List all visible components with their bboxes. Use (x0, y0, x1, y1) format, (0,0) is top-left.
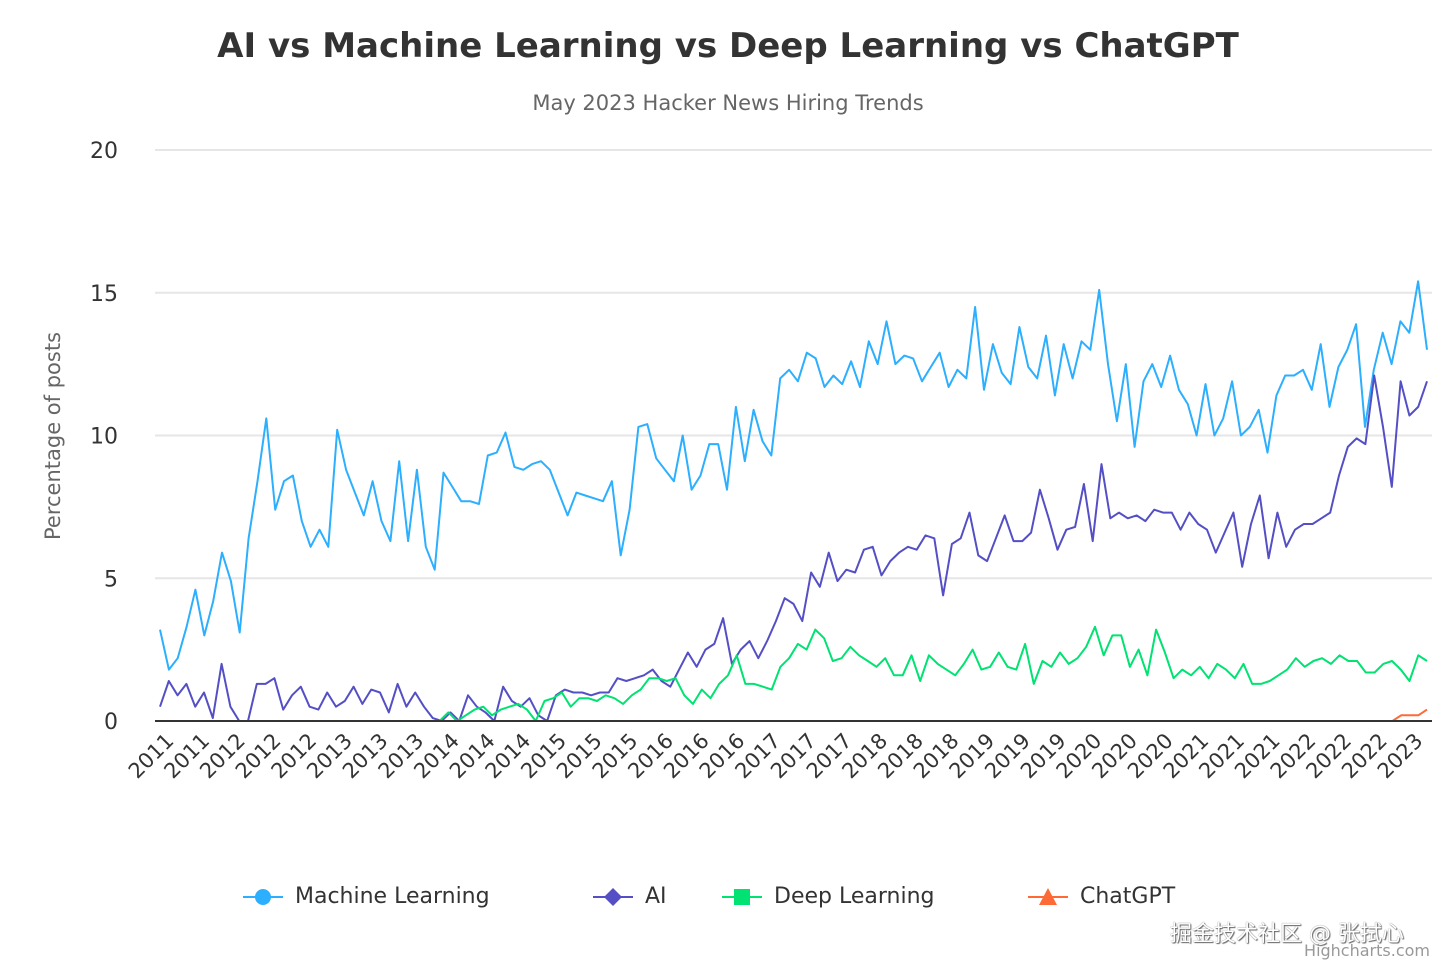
diamond-icon (593, 887, 633, 906)
chart-subtitle: May 2023 Hacker News Hiring Trends (532, 91, 924, 115)
triangle-icon (1028, 887, 1068, 905)
x-axis-ticks: 2011201120122012201220132013201320142014… (124, 729, 1428, 784)
chart-title: AI vs Machine Learning vs Deep Learning … (217, 26, 1239, 66)
credits-link[interactable]: Highcharts.com (1304, 941, 1430, 960)
square-icon (722, 888, 762, 905)
y-tick-label: 5 (104, 567, 118, 592)
series-line-deep-learning[interactable] (160, 625, 1428, 722)
y-axis-ticks: 0 5 10 15 20 (90, 139, 118, 735)
y-tick-label: 0 (104, 710, 118, 735)
legend: Machine Learning AI Deep Learning ChatGP… (0, 884, 1456, 924)
legend-label: Machine Learning (295, 884, 490, 909)
y-tick-label: 10 (90, 425, 118, 450)
gridlines (155, 149, 1432, 580)
legend-item-machine-learning[interactable]: Machine Learning (243, 884, 490, 909)
series-line-chatgpt[interactable] (160, 708, 1428, 722)
circle-icon (243, 888, 283, 905)
legend-item-ai[interactable]: AI (593, 884, 667, 909)
legend-label: ChatGPT (1080, 884, 1176, 909)
series-line-ai[interactable] (159, 374, 1428, 722)
legend-item-deep-learning[interactable]: Deep Learning (722, 884, 934, 909)
series-layer (159, 280, 1428, 722)
y-axis-label: Percentage of posts (41, 332, 65, 540)
watermark: 掘金技术社区 @ 张拭心 (1170, 922, 1404, 947)
series-line-machine-learning[interactable] (159, 280, 1428, 671)
y-tick-label: 15 (90, 282, 118, 307)
legend-item-chatgpt[interactable]: ChatGPT (1028, 884, 1175, 909)
y-tick-label: 20 (90, 139, 118, 164)
legend-label: AI (645, 884, 667, 909)
legend-label: Deep Learning (774, 884, 935, 909)
